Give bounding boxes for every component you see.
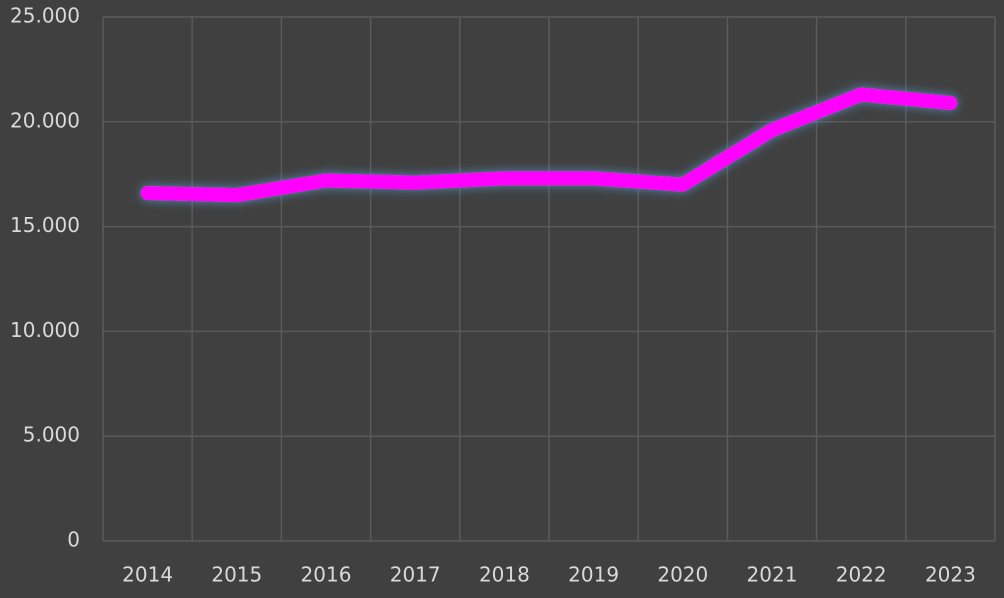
x-tick-label: 2017 xyxy=(390,563,441,587)
y-tick-label: 15.000 xyxy=(10,213,80,237)
x-tick-label: 2015 xyxy=(211,563,262,587)
y-tick-label: 25.000 xyxy=(10,4,80,28)
y-tick-label: 5.000 xyxy=(23,423,80,447)
x-tick-label: 2023 xyxy=(925,563,976,587)
x-tick-label: 2020 xyxy=(657,563,708,587)
x-tick-label: 2016 xyxy=(301,563,352,587)
x-tick-label: 2021 xyxy=(747,563,798,587)
y-tick-label: 10.000 xyxy=(10,318,80,342)
line xyxy=(140,87,958,203)
x-tick-label: 2022 xyxy=(836,563,887,587)
x-tick-label: 2018 xyxy=(479,563,530,587)
x-tick-label: 2019 xyxy=(568,563,619,587)
y-tick-label: 0 xyxy=(67,528,80,552)
x-tick-label: 2014 xyxy=(122,563,173,587)
y-tick-label: 20.000 xyxy=(10,108,80,132)
